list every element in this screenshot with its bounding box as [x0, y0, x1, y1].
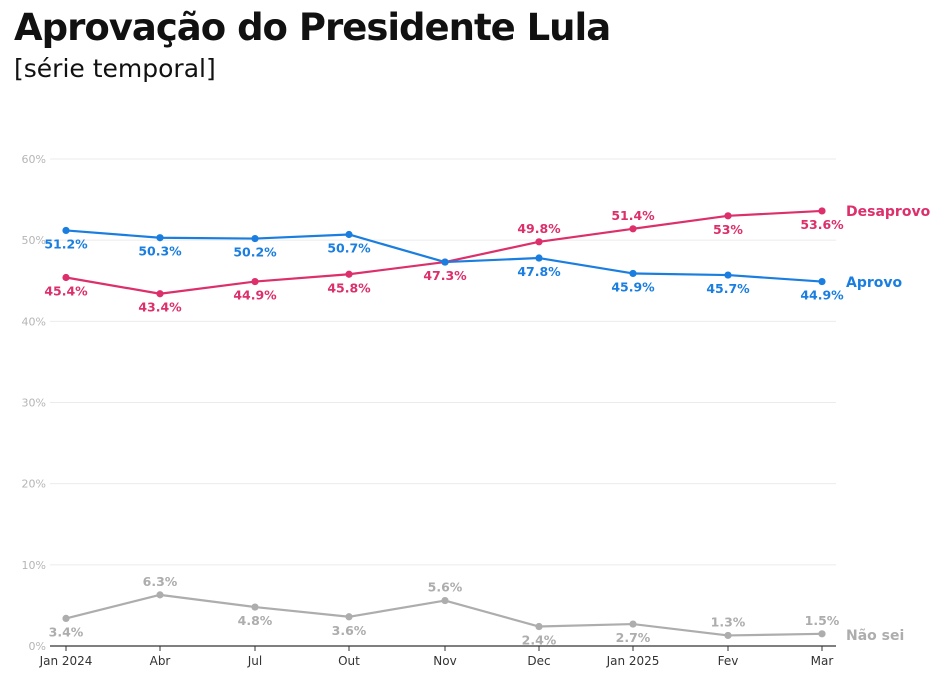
data-label-desaprovo: 51.4%: [611, 208, 655, 223]
data-point-aprovo: [629, 269, 637, 278]
data-label-nao-sei: 2.4%: [522, 633, 557, 648]
data-point-desaprovo: [62, 273, 70, 282]
data-label-nao-sei: 1.5%: [805, 613, 840, 628]
x-tick-label: Mar: [811, 654, 834, 668]
data-label-nao-sei: 3.6%: [332, 623, 367, 638]
data-point-aprovo: [535, 254, 543, 262]
data-label-aprovo: 44.9%: [800, 288, 844, 303]
data-point-aprovo: [251, 234, 259, 243]
series-label-aprovo: Aprovo: [846, 275, 903, 291]
data-point-nao-sei: [724, 631, 732, 640]
data-point-desaprovo: [629, 225, 637, 233]
data-label-desaprovo: 53%: [713, 222, 743, 237]
y-tick-label: 60%: [22, 153, 46, 166]
data-label-nao-sei: 1.3%: [711, 614, 746, 629]
x-tick-label: Jul: [247, 654, 262, 668]
x-tick-label: Out: [338, 654, 360, 668]
data-label-aprovo: 47.8%: [517, 264, 561, 279]
data-label-nao-sei: 4.8%: [238, 613, 273, 628]
data-label-aprovo: 50.7%: [327, 240, 371, 255]
y-tick-label: 0%: [29, 640, 46, 653]
data-point-aprovo: [345, 230, 353, 239]
data-point-desaprovo: [535, 238, 543, 246]
data-point-nao-sei: [535, 622, 543, 631]
data-point-aprovo: [62, 226, 70, 235]
y-tick-label: 20%: [22, 478, 46, 491]
data-label-aprovo: 45.9%: [611, 279, 655, 294]
data-label-aprovo: 50.2%: [233, 245, 277, 260]
data-label-nao-sei: 2.7%: [616, 630, 651, 645]
data-label-desaprovo: 47.3%: [423, 268, 467, 283]
data-point-nao-sei: [62, 614, 70, 623]
y-tick-label: 50%: [22, 234, 46, 247]
data-label-nao-sei: 5.6%: [428, 580, 463, 595]
series-label-nao-sei: Não sei: [846, 628, 904, 644]
data-label-desaprovo: 44.9%: [233, 288, 277, 303]
data-point-nao-sei: [629, 620, 637, 628]
data-label-nao-sei: 6.3%: [143, 574, 178, 589]
data-point-desaprovo: [251, 277, 259, 286]
data-label-desaprovo: 53.6%: [800, 217, 844, 232]
series-label-desaprovo: Desaprovo: [846, 204, 931, 220]
data-label-aprovo: 45.7%: [706, 281, 750, 296]
data-point-desaprovo: [345, 270, 353, 278]
data-point-nao-sei: [251, 603, 259, 611]
data-label-aprovo: 50.3%: [138, 244, 182, 259]
data-point-nao-sei: [345, 613, 353, 621]
data-label-desaprovo: 49.8%: [517, 221, 561, 236]
chart-title: Aprovação do Presidente Lula: [14, 6, 611, 49]
data-point-desaprovo: [724, 212, 732, 220]
x-tick-label: Fev: [718, 654, 739, 668]
data-point-aprovo: [156, 234, 164, 242]
data-label-desaprovo: 43.4%: [138, 300, 182, 315]
data-point-nao-sei: [156, 591, 164, 599]
data-label-desaprovo: 45.4%: [44, 284, 88, 299]
data-point-nao-sei: [818, 630, 826, 638]
data-label-aprovo: 51.2%: [44, 236, 88, 251]
x-tick-label: Nov: [433, 654, 456, 668]
data-point-aprovo: [818, 277, 826, 286]
data-point-aprovo: [441, 258, 449, 266]
x-tick-label: Jan 2024: [39, 654, 93, 668]
data-point-nao-sei: [441, 596, 449, 605]
data-point-desaprovo: [156, 290, 164, 298]
data-point-aprovo: [724, 271, 732, 279]
y-tick-label: 40%: [22, 315, 46, 328]
x-tick-label: Dec: [527, 654, 550, 668]
x-tick-label: Abr: [150, 654, 171, 668]
x-tick-label: Jan 2025: [606, 654, 660, 668]
data-point-desaprovo: [818, 207, 826, 215]
y-tick-label: 30%: [22, 397, 46, 410]
chart-subtitle: [série temporal]: [14, 54, 216, 83]
data-label-nao-sei: 3.4%: [49, 624, 84, 639]
data-label-desaprovo: 45.8%: [327, 280, 371, 295]
y-tick-label: 10%: [22, 559, 46, 572]
